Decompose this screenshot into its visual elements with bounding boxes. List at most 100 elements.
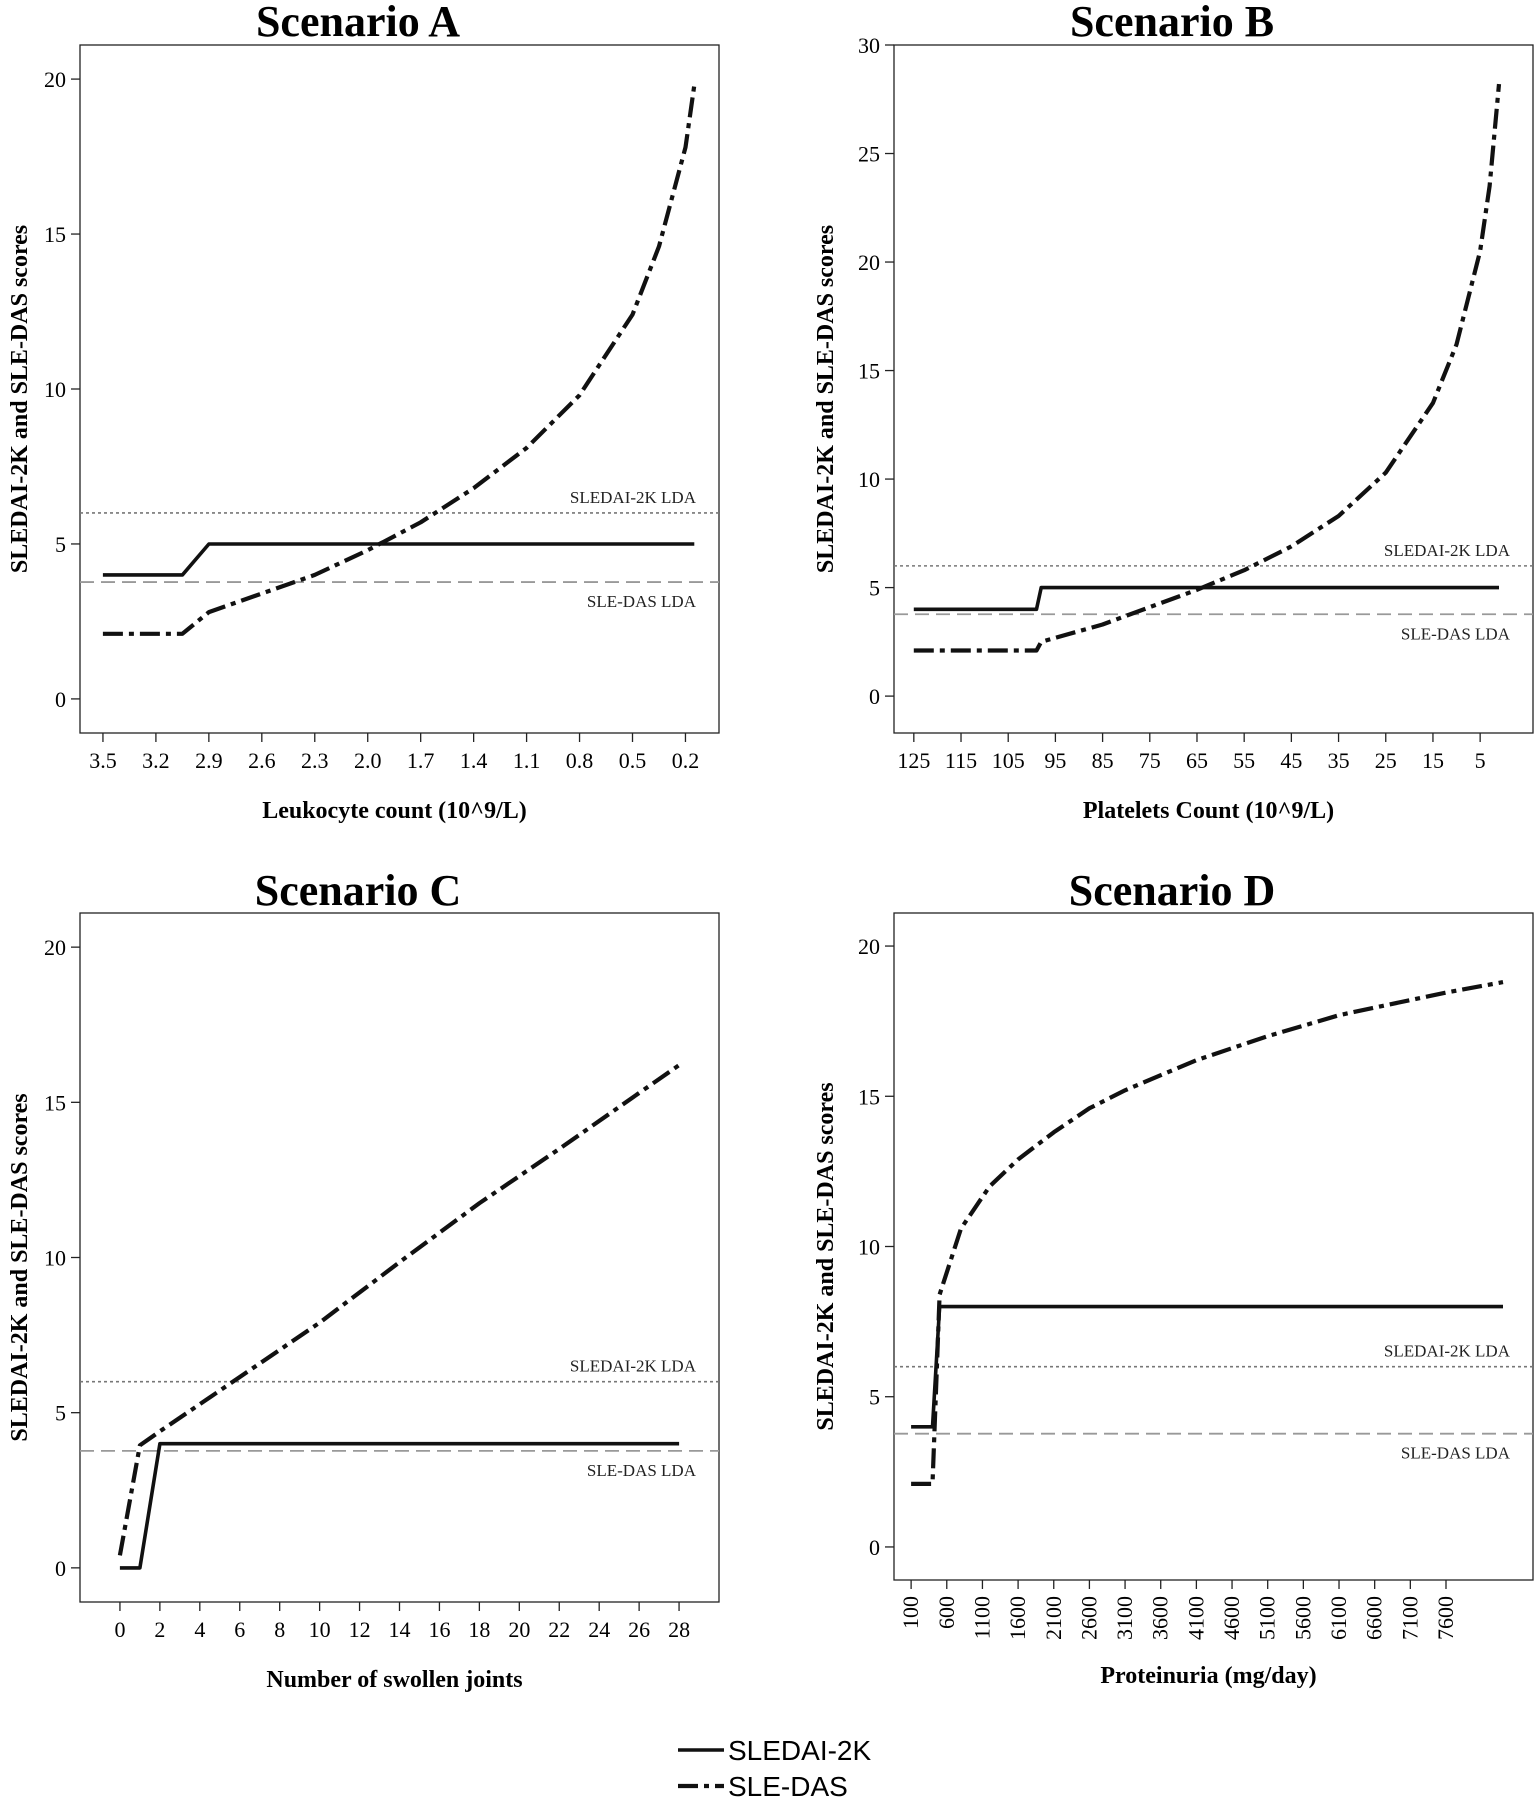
x-tick-label: 7100 <box>1397 1596 1422 1640</box>
x-tick-label: 65 <box>1186 748 1208 773</box>
lda-label: SLE-DAS LDA <box>587 592 697 611</box>
series-sledai-2k <box>119 1441 680 1570</box>
y-tick-label: 5 <box>55 532 66 557</box>
series-sledai-2k <box>913 585 1499 612</box>
x-tick-label: 5 <box>1475 748 1486 773</box>
x-tick-label: 1600 <box>1005 1596 1030 1640</box>
x-tick-label: 0.5 <box>619 748 647 773</box>
x-tick-label: 5100 <box>1255 1596 1280 1640</box>
lda-label: SLEDAI-2K LDA <box>570 488 697 507</box>
x-tick-label: 2100 <box>1041 1596 1066 1640</box>
y-tick-label: 0 <box>869 684 880 709</box>
legend-label: SLE-DAS <box>728 1771 848 1800</box>
x-tick-label: 22 <box>548 1617 570 1642</box>
x-tick-label: 4100 <box>1183 1596 1208 1640</box>
x-tick-label: 3.5 <box>89 748 117 773</box>
x-tick-label: 125 <box>897 748 930 773</box>
x-tick-label: 105 <box>992 748 1025 773</box>
y-tick-label: 5 <box>869 576 880 601</box>
x-tick-label: 0.2 <box>672 748 700 773</box>
x-tick-label: 45 <box>1280 748 1302 773</box>
y-axis-label: SLEDAI-2K and SLE-DAS scores <box>7 1093 33 1441</box>
x-axis-label: Leukocyte count (10^9/L) <box>262 798 527 824</box>
lda-label: SLE-DAS LDA <box>1401 1444 1511 1463</box>
plot-frame <box>79 912 720 1603</box>
y-axis-label: SLEDAI-2K and SLE-DAS scores <box>813 225 839 573</box>
panel-1: Scenario A 0 5 10 15 20 3.5 3.2 2.9 2.6 2.3 2.0 1.7 1… <box>7 0 720 824</box>
x-tick-label: 600 <box>934 1596 959 1629</box>
plot-frame <box>79 44 720 734</box>
y-tick-label: 15 <box>44 1090 66 1115</box>
x-tick-label: 2.9 <box>195 748 223 773</box>
x-tick-label: 2.6 <box>248 748 276 773</box>
y-tick-label: 0 <box>55 687 66 712</box>
x-tick-label: 2600 <box>1076 1596 1101 1640</box>
lda-label: SLEDAI-2K LDA <box>1384 1342 1511 1361</box>
x-tick-label: 95 <box>1044 748 1066 773</box>
x-tick-label: 14 <box>389 1617 411 1642</box>
legend-label: SLEDAI-2K <box>728 1735 871 1766</box>
y-tick-label: 5 <box>869 1385 880 1410</box>
x-tick-label: 4 <box>194 1617 205 1642</box>
y-tick-label: 15 <box>858 1084 880 1109</box>
x-tick-label: 55 <box>1233 748 1255 773</box>
x-tick-label: 24 <box>588 1617 610 1642</box>
x-axis-label: Number of swollen joints <box>266 1667 522 1693</box>
lda-label: SLE-DAS LDA <box>587 1461 697 1480</box>
x-tick-label: 100 <box>898 1596 923 1629</box>
y-tick-label: 25 <box>858 142 880 167</box>
x-tick-label: 7600 <box>1433 1596 1458 1640</box>
x-tick-label: 25 <box>1375 748 1397 773</box>
x-tick-label: 18 <box>468 1617 490 1642</box>
x-tick-label: 35 <box>1328 748 1350 773</box>
y-tick-label: 5 <box>55 1401 66 1426</box>
x-tick-label: 26 <box>628 1617 650 1642</box>
y-axis-label: SLEDAI-2K and SLE-DAS scores <box>813 1082 839 1430</box>
series-sle-das <box>911 980 1504 1487</box>
x-tick-label: 6600 <box>1362 1596 1387 1640</box>
y-tick-label: 10 <box>44 377 66 402</box>
x-tick-label: 6100 <box>1326 1596 1351 1640</box>
y-tick-label: 0 <box>869 1535 880 1560</box>
x-tick-label: 6 <box>234 1617 245 1642</box>
x-tick-label: 2.3 <box>301 748 329 773</box>
x-tick-label: 1.4 <box>460 748 488 773</box>
series-sle-das <box>117 1063 681 1556</box>
x-tick-label: 3100 <box>1112 1596 1137 1640</box>
x-tick-label: 8 <box>274 1617 285 1642</box>
x-tick-label: 3600 <box>1148 1596 1173 1640</box>
x-tick-label: 15 <box>1422 748 1444 773</box>
x-tick-label: 4600 <box>1219 1596 1244 1640</box>
panel-title: Scenario C <box>255 866 462 915</box>
x-tick-label: 1.7 <box>407 748 435 773</box>
y-tick-label: 20 <box>858 934 880 959</box>
x-tick-label: 12 <box>349 1617 371 1642</box>
x-tick-label: 28 <box>668 1617 690 1642</box>
x-tick-label: 85 <box>1092 748 1114 773</box>
panel-title: Scenario D <box>1069 866 1276 915</box>
y-tick-label: 20 <box>44 67 66 92</box>
x-tick-label: 20 <box>508 1617 530 1642</box>
y-tick-label: 20 <box>858 250 880 275</box>
x-axis-label: Platelets Count (10^9/L) <box>1083 798 1334 824</box>
x-tick-label: 3.2 <box>142 748 170 773</box>
x-tick-label: 1.1 <box>513 748 541 773</box>
y-tick-label: 15 <box>858 359 880 384</box>
lda-label: SLEDAI-2K LDA <box>570 1357 697 1376</box>
y-tick-label: 10 <box>858 1235 880 1260</box>
series-sle-das <box>102 85 697 636</box>
x-tick-label: 115 <box>945 748 977 773</box>
lda-label: SLE-DAS LDA <box>1401 624 1511 643</box>
panel-2: Scenario B 0 5 10 15 20 25 30 125 115 105 95 85 75 65 5… <box>813 0 1534 824</box>
y-tick-label: 10 <box>44 1246 66 1271</box>
x-tick-label: 1100 <box>969 1596 994 1639</box>
x-tick-label: 2 <box>154 1617 165 1642</box>
x-tick-label: 10 <box>309 1617 331 1642</box>
y-tick-label: 30 <box>858 33 880 58</box>
x-tick-label: 5600 <box>1290 1596 1315 1640</box>
x-tick-label: 2.0 <box>354 748 382 773</box>
legend: SLEDAI-2K SLE-DAS <box>678 1735 871 1800</box>
y-tick-label: 20 <box>44 935 66 960</box>
